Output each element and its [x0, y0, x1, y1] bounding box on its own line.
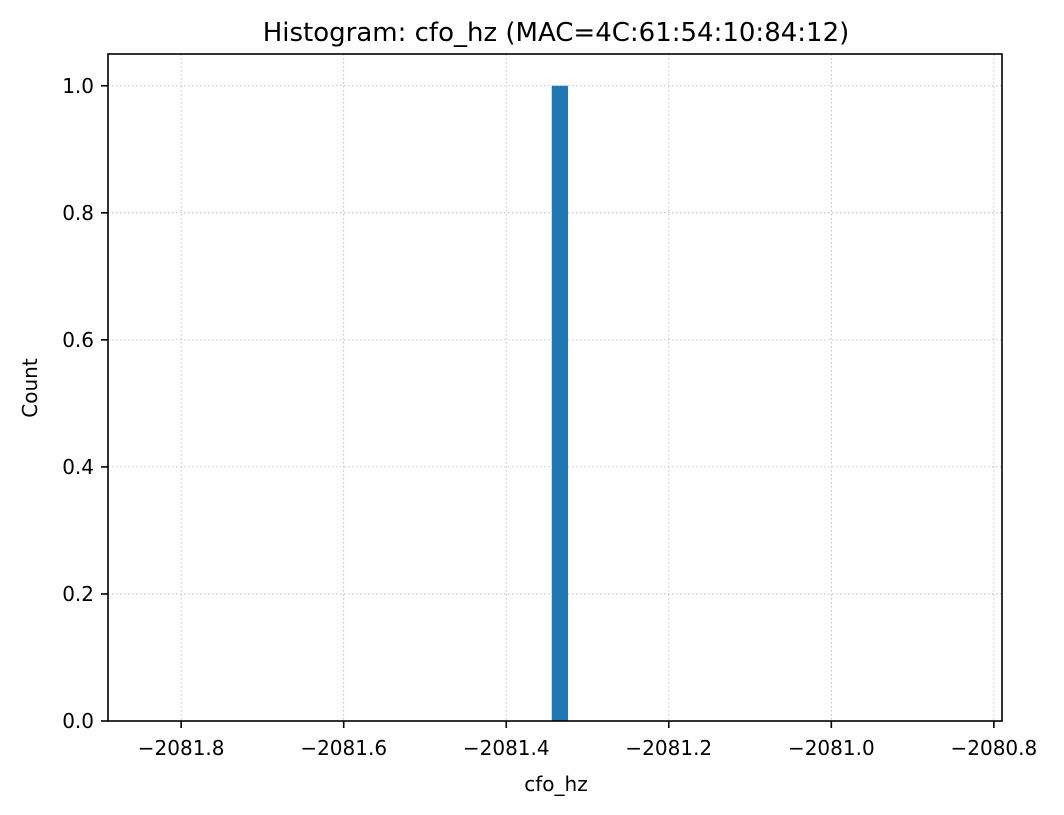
y-axis-ticks: 0.0 0.2 0.4 0.6 0.8 1.0	[62, 74, 108, 733]
y-tick-label: 0.0	[62, 709, 94, 733]
histogram-bar	[551, 85, 569, 721]
x-axis-label: cfo_hz	[524, 772, 587, 796]
y-tick-label: 0.8	[62, 201, 94, 225]
x-tick-label: −2081.2	[625, 736, 712, 760]
y-tick-label: 0.2	[62, 582, 94, 606]
y-tick-label: 1.0	[62, 74, 94, 98]
chart-title: Histogram: cfo_hz (MAC=4C:61:54:10:84:12…	[263, 18, 850, 48]
plot-frame	[107, 53, 1003, 722]
x-tick-label: −2081.4	[463, 736, 550, 760]
x-tick-label: −2081.0	[788, 736, 875, 760]
x-tick-label: −2080.8	[950, 736, 1037, 760]
y-tick-label: 0.6	[62, 328, 94, 352]
y-tick-label: 0.4	[62, 455, 94, 479]
y-axis-label: Count	[18, 358, 42, 418]
x-tick-label: −2081.8	[138, 736, 225, 760]
x-tick-label: −2081.6	[300, 736, 387, 760]
x-axis-ticks: −2081.8 −2081.6 −2081.4 −2081.2 −2081.0 −2080…	[138, 721, 1037, 760]
bars	[551, 85, 569, 721]
